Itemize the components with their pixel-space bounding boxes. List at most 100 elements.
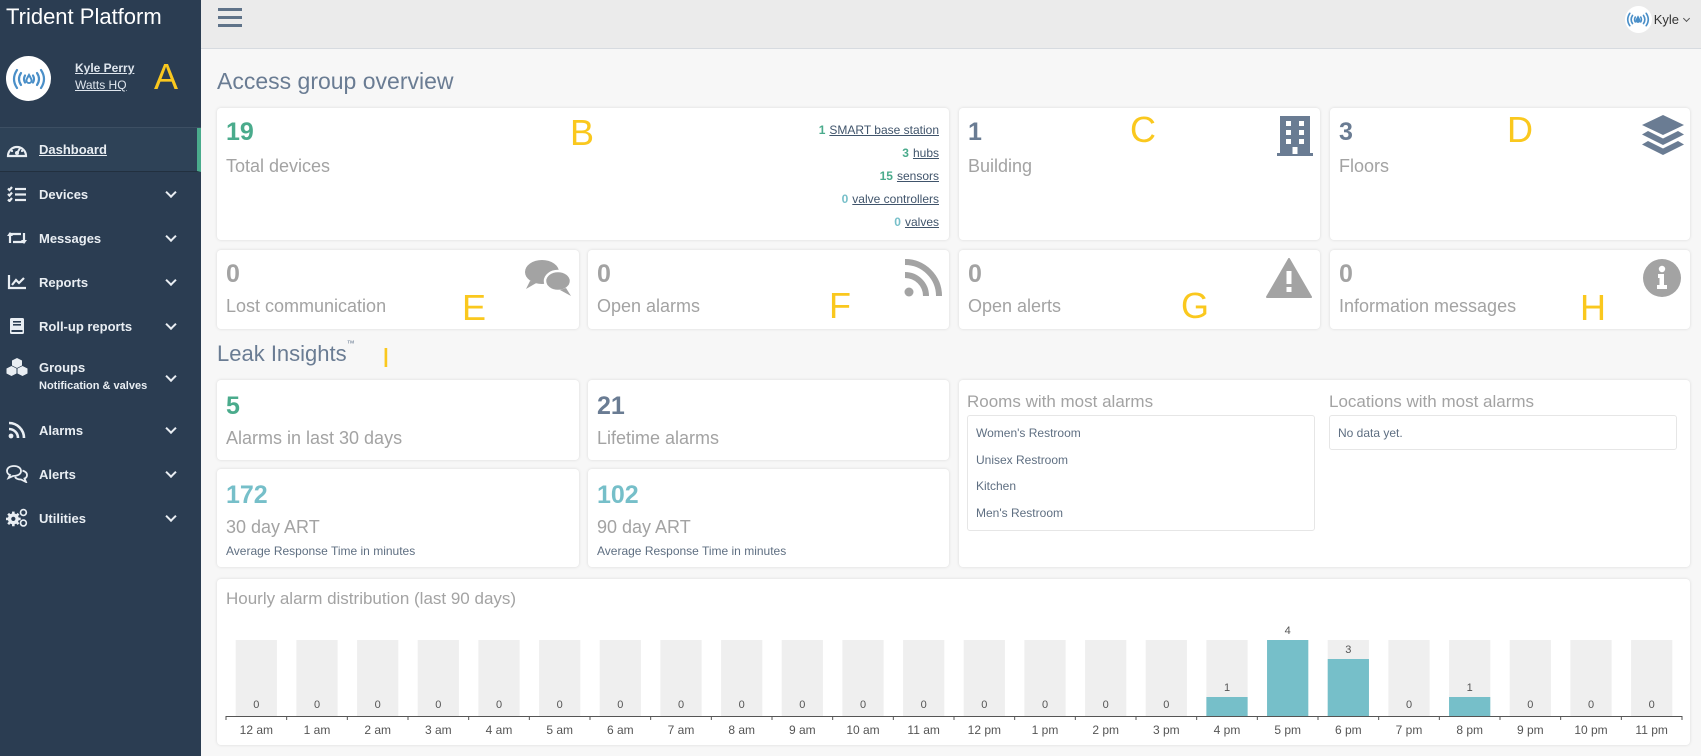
annotation-g: G bbox=[1181, 285, 1210, 326]
art-30-day-card: 172 30 day ART Average Response Time in … bbox=[217, 469, 579, 567]
hubs-link[interactable]: hubs bbox=[912, 146, 939, 160]
x-tick-label: 12 am bbox=[240, 723, 273, 737]
art-30-day-label: 30 day ART bbox=[226, 517, 320, 537]
brand-title: Trident Platform bbox=[6, 4, 162, 29]
art-30-day-sublabel: Average Response Time in minutes bbox=[226, 544, 416, 558]
sidebar-item-sublabel: Notification & valves bbox=[39, 380, 148, 392]
room-item[interactable]: Kitchen bbox=[976, 479, 1017, 493]
annotation-a: A bbox=[154, 56, 179, 97]
total-devices-card: 19 Total devices B 1 SMART base station 3… bbox=[217, 108, 949, 240]
avatar bbox=[6, 56, 51, 101]
bar-value-label: 0 bbox=[1527, 699, 1533, 711]
bar-background bbox=[417, 640, 459, 716]
annotation-h: H bbox=[1580, 287, 1606, 328]
hourly-alarm-chart-card: Hourly alarm distribution (last 90 days)… bbox=[217, 579, 1690, 745]
x-tick-label: 9 pm bbox=[1517, 723, 1544, 737]
x-tick-label: 2 pm bbox=[1092, 723, 1119, 737]
bar-value-label: 0 bbox=[1163, 699, 1169, 711]
bar-value-label: 0 bbox=[435, 699, 441, 711]
sidebar-item-label: Alarms bbox=[39, 422, 84, 438]
x-tick-label: 5 pm bbox=[1274, 723, 1301, 737]
hourly-alarm-chart: 0 12 am 0 1 am 0 2 am 0 3 am 0 4 am 0 5 am 0 6 am 0 7 a… bbox=[225, 625, 1683, 737]
x-tick-label: 12 pm bbox=[968, 723, 1001, 737]
x-tick-label: 11 am bbox=[907, 723, 939, 737]
sidebar-item-messages[interactable]: Messages bbox=[0, 216, 201, 260]
device-count: 3 bbox=[902, 146, 909, 160]
total-devices-label: Total devices bbox=[226, 156, 331, 176]
chevron-down-icon bbox=[165, 370, 177, 383]
layers-icon bbox=[1642, 115, 1684, 155]
smart-base-station-link[interactable]: SMART base station bbox=[829, 123, 939, 137]
bar-value-label: 1 bbox=[1224, 682, 1230, 694]
line-chart-icon bbox=[6, 273, 28, 291]
leak-insights-title: Leak Insights bbox=[217, 341, 347, 366]
sidebar-item-label: Roll-up reports bbox=[39, 318, 133, 334]
user-menu[interactable]: Kyle bbox=[1624, 6, 1691, 33]
dashboard-gauge-icon bbox=[6, 141, 28, 159]
sidebar-item-label: Utilities bbox=[39, 510, 86, 526]
device-count: 0 bbox=[894, 215, 901, 229]
sidebar-item-dashboard[interactable]: Dashboard bbox=[0, 128, 201, 172]
x-tick-label: 1 pm bbox=[1032, 723, 1059, 737]
alarms-30-days-value: 5 bbox=[226, 392, 240, 420]
sidebar-item-reports[interactable]: Reports bbox=[0, 260, 201, 304]
user-avatar bbox=[1624, 6, 1652, 33]
information-messages-card: 0 Information messages H bbox=[1330, 250, 1690, 329]
bar-value-label: 0 bbox=[1042, 699, 1048, 711]
valves-link[interactable]: valves bbox=[904, 215, 939, 229]
warning-triangle-icon bbox=[1266, 258, 1312, 298]
bar-background bbox=[781, 640, 823, 716]
bar bbox=[1449, 697, 1491, 716]
cogs-icon bbox=[6, 508, 28, 527]
lost-communication-label: Lost communication bbox=[226, 296, 387, 316]
room-item[interactable]: Men's Restroom bbox=[976, 505, 1063, 520]
location-link[interactable]: Watts HQ bbox=[75, 78, 127, 92]
annotation-d: D bbox=[1507, 109, 1533, 150]
sensors-link[interactable]: sensors bbox=[896, 169, 939, 183]
room-item[interactable]: Unisex Restroom bbox=[976, 452, 1069, 467]
open-alerts-card: 0 Open alerts G bbox=[959, 250, 1320, 329]
leak-insights-heading: Leak Insights™ bbox=[217, 339, 355, 367]
x-tick-label: 10 am bbox=[846, 723, 879, 737]
book-icon bbox=[6, 317, 28, 335]
bar-value-label: 0 bbox=[617, 699, 623, 711]
sidebar-item-alerts[interactable]: Alerts bbox=[0, 452, 201, 496]
sidebar-item-groups[interactable]: Groups Notification & valves bbox=[0, 348, 201, 408]
x-tick-label: 3 pm bbox=[1153, 723, 1180, 737]
valve-controllers-link[interactable]: valve controllers bbox=[852, 192, 939, 206]
x-tick-label: 4 pm bbox=[1214, 723, 1241, 737]
sidebar-item-rollup-reports[interactable]: Roll-up reports bbox=[0, 304, 201, 348]
rss-icon bbox=[6, 421, 28, 439]
open-alarms-card: 0 Open alarms F bbox=[588, 250, 949, 329]
locations-empty-message: No data yet. bbox=[1338, 426, 1403, 440]
open-alarms-label: Open alarms bbox=[597, 296, 701, 316]
annotation-f: F bbox=[829, 285, 851, 326]
bar-value-label: 0 bbox=[496, 699, 502, 711]
bar-value-label: 0 bbox=[1406, 699, 1412, 711]
x-tick-label: 6 pm bbox=[1335, 723, 1362, 737]
signal-drop-logo-icon bbox=[1627, 12, 1650, 27]
room-item[interactable]: Women's Restroom bbox=[976, 426, 1081, 440]
user-name-link[interactable]: Kyle Perry bbox=[75, 61, 135, 75]
x-tick-label: 6 am bbox=[607, 723, 634, 737]
bar-background bbox=[1145, 640, 1187, 716]
device-count: 0 bbox=[841, 192, 849, 206]
sidebar-item-alarms[interactable]: Alarms bbox=[0, 408, 201, 452]
building-label: Building bbox=[968, 156, 1033, 176]
information-messages-value: 0 bbox=[1339, 260, 1353, 288]
bar-background bbox=[1509, 640, 1551, 716]
lost-communication-value: 0 bbox=[226, 260, 240, 288]
bar-background bbox=[478, 640, 520, 716]
sidebar-item-label: Groups bbox=[39, 360, 86, 375]
retweet-icon bbox=[6, 229, 28, 247]
rss-icon bbox=[904, 259, 942, 297]
bar bbox=[1267, 640, 1309, 716]
sidebar-item-devices[interactable]: Devices bbox=[0, 172, 201, 216]
x-tick-label: 9 am bbox=[789, 723, 816, 737]
sidebar-item-utilities[interactable]: Utilities bbox=[0, 496, 201, 540]
hamburger-menu-icon[interactable] bbox=[218, 8, 242, 28]
device-count: 15 bbox=[879, 169, 893, 183]
information-messages-label: Information messages bbox=[1339, 296, 1517, 316]
bar bbox=[1206, 697, 1248, 716]
annotation-c: C bbox=[1130, 109, 1156, 150]
